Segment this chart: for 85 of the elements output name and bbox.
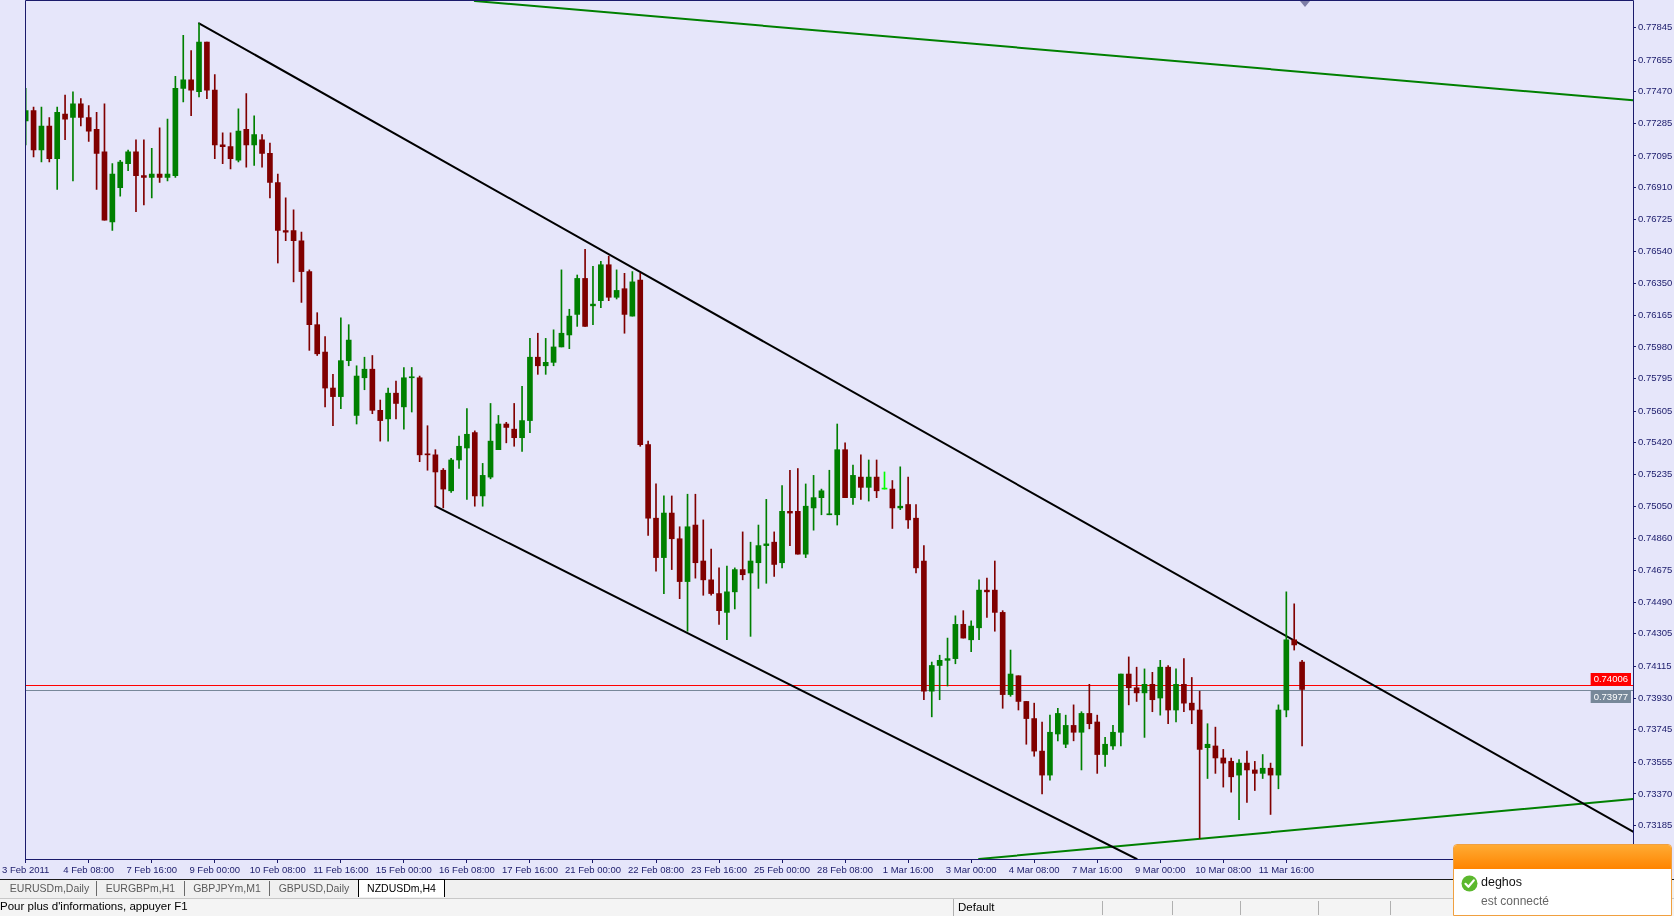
x-tick-label: 10 Mar 08:00	[1195, 864, 1252, 876]
candlestick	[464, 408, 470, 500]
candlestick	[188, 50, 194, 117]
y-tick-label: 0.73930	[1638, 691, 1673, 703]
notification-popup: deghos est connecté	[1453, 844, 1672, 916]
candlestick	[408, 367, 415, 413]
candlestick	[141, 139, 147, 206]
y-tick-label: 0.77655	[1638, 53, 1673, 65]
x-tick-label: 7 Feb 16:00	[126, 864, 178, 876]
candlestick	[590, 266, 596, 326]
x-tick-label: 21 Feb 00:00	[564, 864, 621, 876]
x-tick-label: 3 Feb 2011	[1, 864, 50, 876]
y-tick-label: 0.73370	[1638, 787, 1673, 799]
y-tick-label: 0.76165	[1638, 308, 1673, 320]
y-tick-label: 0.75420	[1638, 436, 1673, 448]
x-tick-label: 4 Feb 08:00	[63, 864, 115, 876]
x-tick-label: 15 Feb 00:00	[375, 864, 432, 876]
candlestick	[1251, 761, 1258, 791]
y-tick-label: 0.76350	[1638, 277, 1673, 289]
candlestick	[503, 421, 510, 444]
y-tick-label: 0.76540	[1638, 244, 1673, 256]
candlestick	[62, 94, 68, 141]
candlestick	[700, 519, 707, 596]
candlestick	[148, 147, 155, 199]
candlestick	[739, 531, 746, 581]
y-tick-label: 0.77470	[1638, 85, 1673, 97]
candlestick	[243, 93, 250, 168]
tab: EURUSDm,Daily	[3, 881, 97, 896]
y-tick-label: 0.74115	[1638, 659, 1672, 671]
ref-line-label: 0.74006	[1593, 673, 1628, 685]
candlestick	[251, 115, 257, 166]
y-tick-label: 0.73185	[1638, 819, 1673, 831]
candlestick	[511, 403, 518, 447]
candlestick	[984, 577, 990, 618]
y-tick-label: 0.75980	[1638, 340, 1673, 352]
candlestick	[1259, 754, 1266, 779]
candlestick	[787, 469, 793, 546]
y-tick-label: 0.74860	[1638, 532, 1673, 544]
candlestick	[1244, 750, 1250, 803]
candlestick	[330, 374, 336, 427]
candlestick	[897, 466, 904, 510]
candlestick	[1236, 759, 1242, 820]
candlestick	[180, 34, 187, 103]
candlestick	[542, 338, 549, 375]
y-tick-label: 0.74305	[1638, 627, 1673, 639]
candlestick	[534, 332, 541, 375]
y-tick-label: 0.76910	[1638, 181, 1673, 193]
y-tick-label: 0.77095	[1638, 149, 1673, 161]
x-tick-label: 28 Feb 08:00	[817, 864, 874, 876]
y-tick-label: 0.75795	[1638, 372, 1673, 384]
tab: EURGBPm,H1	[97, 881, 185, 896]
y-tick-label: 0.73555	[1638, 755, 1673, 767]
candlestick	[1220, 749, 1227, 788]
candlestick	[1291, 603, 1298, 651]
x-tick-label: 3 Mar 00:00	[945, 864, 997, 876]
x-tick-label: 11 Mar 16:00	[1258, 864, 1314, 876]
y-tick-label: 0.75235	[1638, 468, 1673, 480]
y-tick-label: 0.74490	[1638, 595, 1673, 607]
x-tick-label: 7 Mar 16:00	[1071, 864, 1123, 876]
y-tick-label: 0.75605	[1638, 404, 1673, 416]
candlestick	[858, 454, 864, 500]
candlestick	[1188, 677, 1195, 725]
x-tick-label: 17 Feb 16:00	[501, 864, 558, 876]
candlestick	[763, 499, 770, 584]
y-tick-label: 0.76725	[1638, 212, 1673, 224]
x-tick-label: 25 Feb 00:00	[754, 864, 811, 876]
y-tick-label: 0.75050	[1638, 499, 1673, 511]
x-tick-label: 23 Feb 16:00	[691, 864, 748, 876]
x-tick-label: 9 Mar 00:00	[1134, 864, 1186, 876]
x-tick-label: 22 Feb 08:00	[628, 864, 684, 876]
tab: NZDUSDm,H4	[358, 879, 445, 897]
y-tick-label: 0.77845	[1638, 21, 1673, 33]
x-tick-label: 16 Feb 08:00	[438, 864, 495, 876]
x-tick-label: 10 Feb 08:00	[249, 864, 306, 876]
y-tick-label: 0.77285	[1638, 117, 1673, 129]
x-tick-label: 1 Mar 16:00	[882, 864, 934, 876]
y-tick-label: 0.73745	[1638, 723, 1673, 735]
x-tick-label: 4 Mar 08:00	[1008, 864, 1060, 876]
ref-line-label: 0.73977	[1593, 691, 1628, 703]
candlestick	[282, 197, 289, 242]
candlestick	[70, 91, 76, 182]
y-tick-label: 0.74675	[1638, 564, 1673, 576]
x-tick-label: 11 Feb 16:00	[313, 864, 369, 876]
tab: GBPJPYm,M1	[185, 881, 270, 896]
x-tick-label: 9 Feb 00:00	[189, 864, 241, 876]
